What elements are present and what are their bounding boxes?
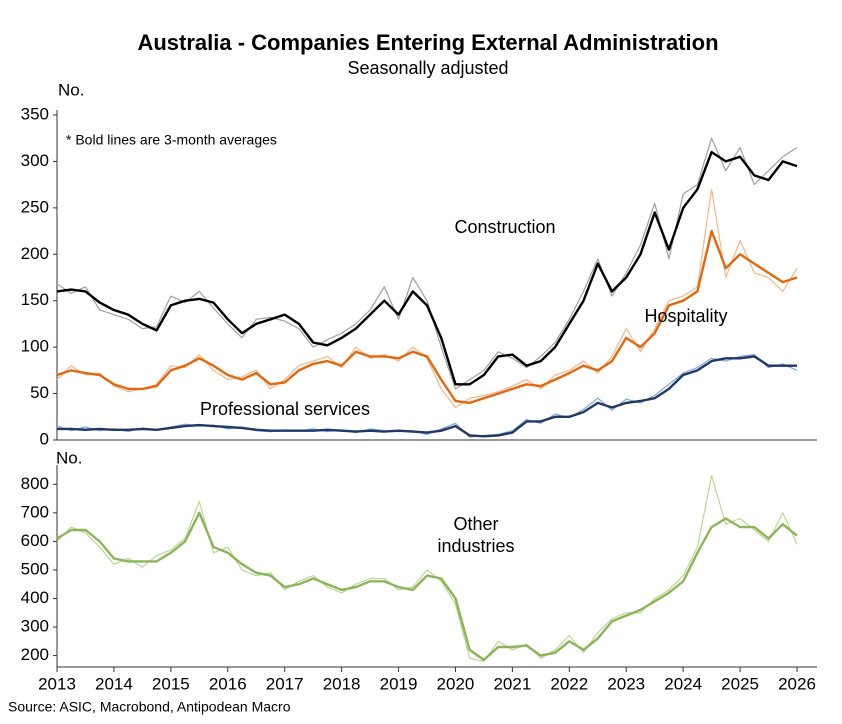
y-tick-label: 100 [21, 337, 49, 356]
series-label: Other industries [437, 514, 514, 556]
y-tick-label: 250 [21, 197, 49, 216]
y-tick-label: 300 [21, 151, 49, 170]
average-line [56, 150, 798, 386]
y-tick-label: 800 [21, 474, 49, 493]
series-label: Professional services [200, 399, 370, 419]
y-tick-label: 600 [21, 531, 49, 550]
y-tick-label: 0 [40, 429, 49, 448]
y-tick-label: 150 [21, 290, 49, 309]
x-tick-label: 2014 [95, 674, 133, 693]
average-line [57, 355, 797, 438]
y-tick-label: 400 [21, 588, 49, 607]
y-tick-label: 350 [21, 104, 49, 123]
raw-line [56, 475, 798, 662]
x-tick-label: 2022 [550, 674, 588, 693]
chart-title: Australia - Companies Entering External … [137, 30, 718, 55]
x-tick-label: 2017 [266, 674, 304, 693]
x-tick-label: 2016 [209, 674, 247, 693]
x-tick-label: 2025 [721, 674, 759, 693]
average-line [56, 229, 798, 405]
x-tick-label: 2019 [380, 674, 418, 693]
y-tick-label: 500 [21, 559, 49, 578]
y-tick-label: 200 [21, 645, 49, 664]
raw-line [56, 137, 798, 390]
x-tick-label: 2020 [437, 674, 475, 693]
x-tick-label: 2024 [664, 674, 702, 693]
y-tick-label: 50 [30, 383, 49, 402]
y-tick-label: 200 [21, 244, 49, 263]
chart-subtitle: Seasonally adjusted [347, 58, 508, 78]
series-label: Construction [454, 217, 555, 237]
source: Source: ASIC, Macrobond, Antipodean Macr… [8, 699, 291, 715]
x-tick-label: 2023 [607, 674, 645, 693]
x-tick-label: 2013 [38, 674, 76, 693]
x-tick-label: 2021 [493, 674, 531, 693]
y-axis-label: No. [58, 80, 84, 99]
x-tick-label: 2015 [152, 674, 190, 693]
y-tick-label: 700 [21, 502, 49, 521]
series-label: Hospitality [644, 306, 727, 326]
y-tick-label: 300 [21, 617, 49, 636]
x-tick-label: 2026 [778, 674, 816, 693]
x-tick-label: 2018 [323, 674, 361, 693]
annotation: * Bold lines are 3-month averages [66, 132, 277, 148]
raw-line [56, 354, 798, 438]
y-axis-label: No. [56, 448, 82, 467]
average-line [56, 511, 798, 662]
